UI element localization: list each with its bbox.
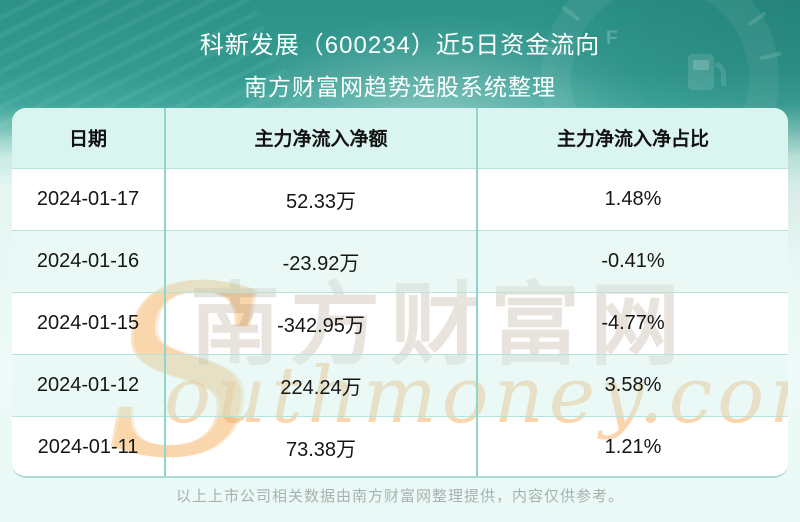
net-inflow-cell: 224.24万: [164, 353, 477, 416]
date-cell: 2024-01-16: [12, 229, 165, 292]
net-inflow-cell: -23.92万: [164, 229, 477, 292]
date-cell: 2024-01-17: [12, 167, 165, 230]
date-cell: 2024-01-12: [12, 353, 165, 416]
table-row: 2024-01-11 73.38万 1.21%: [12, 415, 788, 476]
data-table: 日期 主力净流入净额 主力净流入净占比 2024-01-17 52.33万 1.…: [12, 108, 788, 476]
page-title: 科新发展（600234）近5日资金流向: [199, 32, 601, 59]
net-inflow-ratio-cell: -0.41%: [476, 229, 788, 292]
header-banner: 科新发展（600234）近5日资金流向 南方财富网趋势选股系统整理: [0, 0, 800, 102]
net-inflow-cell: 73.38万: [164, 415, 477, 476]
net-inflow-ratio-cell: -4.77%: [476, 291, 788, 354]
net-inflow-ratio-cell: 1.21%: [476, 415, 788, 476]
column-header-net-inflow: 主力净流入净额: [164, 108, 477, 168]
net-inflow-ratio-cell: 1.48%: [476, 167, 788, 230]
table-row: 2024-01-17 52.33万 1.48%: [12, 167, 788, 230]
fund-flow-table-card: S 南方财富网 outhmoney.com 日期 主力净流入净额 主力净流入净占…: [12, 108, 788, 478]
column-header-date: 日期: [12, 108, 165, 168]
net-inflow-cell: -342.95万: [164, 291, 477, 354]
table-header-row: 日期 主力净流入净额 主力净流入净占比: [12, 108, 788, 168]
net-inflow-ratio-cell: 3.58%: [476, 353, 788, 416]
net-inflow-cell: 52.33万: [164, 167, 477, 230]
table-row: 2024-01-15 -342.95万 -4.77%: [12, 291, 788, 354]
footer-note: 以上上市公司相关数据由南方财富网整理提供，内容仅供参考。: [175, 488, 624, 505]
date-cell: 2024-01-15: [12, 291, 165, 354]
page-subtitle: 南方财富网趋势选股系统整理: [244, 74, 556, 100]
date-cell: 2024-01-11: [12, 415, 165, 476]
table-row: 2024-01-12 224.24万 3.58%: [12, 353, 788, 416]
table-row: 2024-01-16 -23.92万 -0.41%: [12, 229, 788, 292]
column-header-net-inflow-ratio: 主力净流入净占比: [476, 108, 788, 168]
